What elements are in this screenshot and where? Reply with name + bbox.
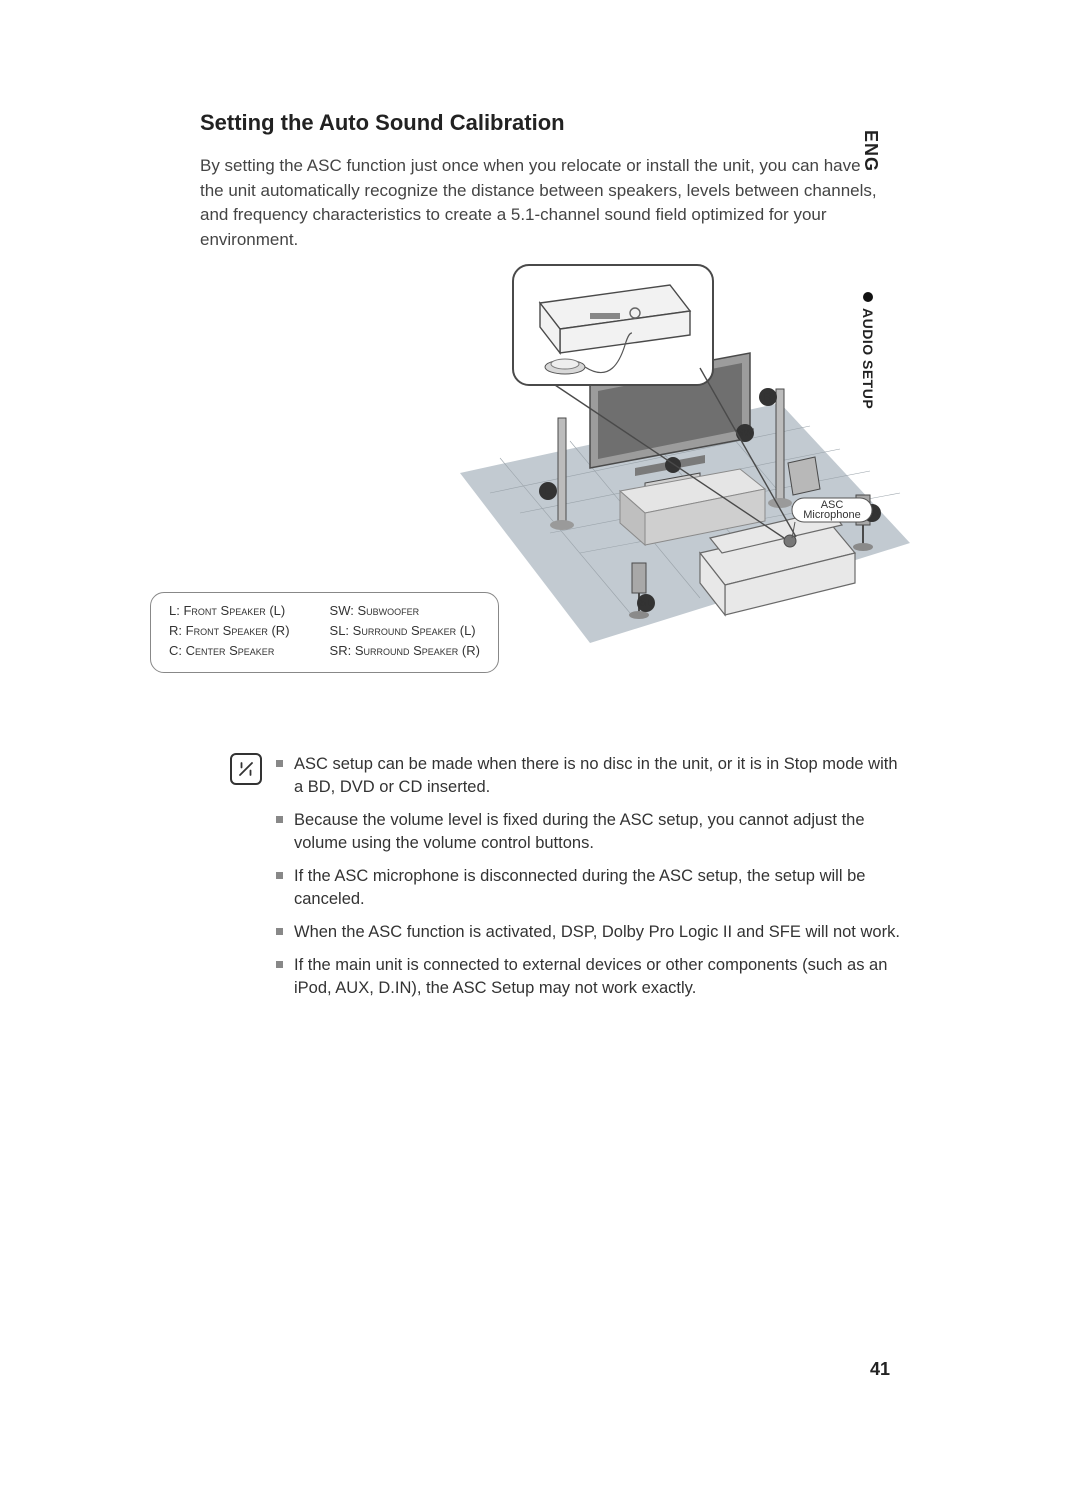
page-title: Setting the Auto Sound Calibration bbox=[200, 110, 900, 136]
manual-page: ENG AUDIO SETUP Setting the Auto Sound C… bbox=[0, 0, 1080, 1485]
svg-text:SL: SL bbox=[639, 597, 652, 609]
legend-col-1: L: Front Speaker (L) R: Front Speaker (R… bbox=[169, 601, 290, 661]
note-item: If the ASC microphone is disconnected du… bbox=[276, 865, 900, 911]
notes-block: ASC setup can be made when there is no d… bbox=[230, 753, 900, 1011]
note-item: When the ASC function is activated, DSP,… bbox=[276, 921, 900, 944]
svg-text:R: R bbox=[764, 391, 772, 403]
page-number: 41 bbox=[870, 1359, 890, 1380]
svg-text:Microphone: Microphone bbox=[803, 509, 860, 521]
diagram-figure: C L R SW bbox=[150, 273, 850, 673]
speaker-legend: L: Front Speaker (L) R: Front Speaker (R… bbox=[150, 592, 499, 672]
legend-col-2: SW: Subwoofer SL: Surround Speaker (L) S… bbox=[330, 601, 480, 661]
note-item: ASC setup can be made when there is no d… bbox=[276, 753, 900, 799]
note-item: Because the volume level is fixed during… bbox=[276, 809, 900, 855]
intro-paragraph: By setting the ASC function just once wh… bbox=[200, 154, 880, 253]
language-tab: ENG bbox=[860, 130, 881, 172]
notes-list: ASC setup can be made when there is no d… bbox=[276, 753, 900, 1011]
note-icon bbox=[230, 753, 262, 785]
svg-text:L: L bbox=[545, 485, 551, 497]
note-item: If the main unit is connected to externa… bbox=[276, 954, 900, 1000]
